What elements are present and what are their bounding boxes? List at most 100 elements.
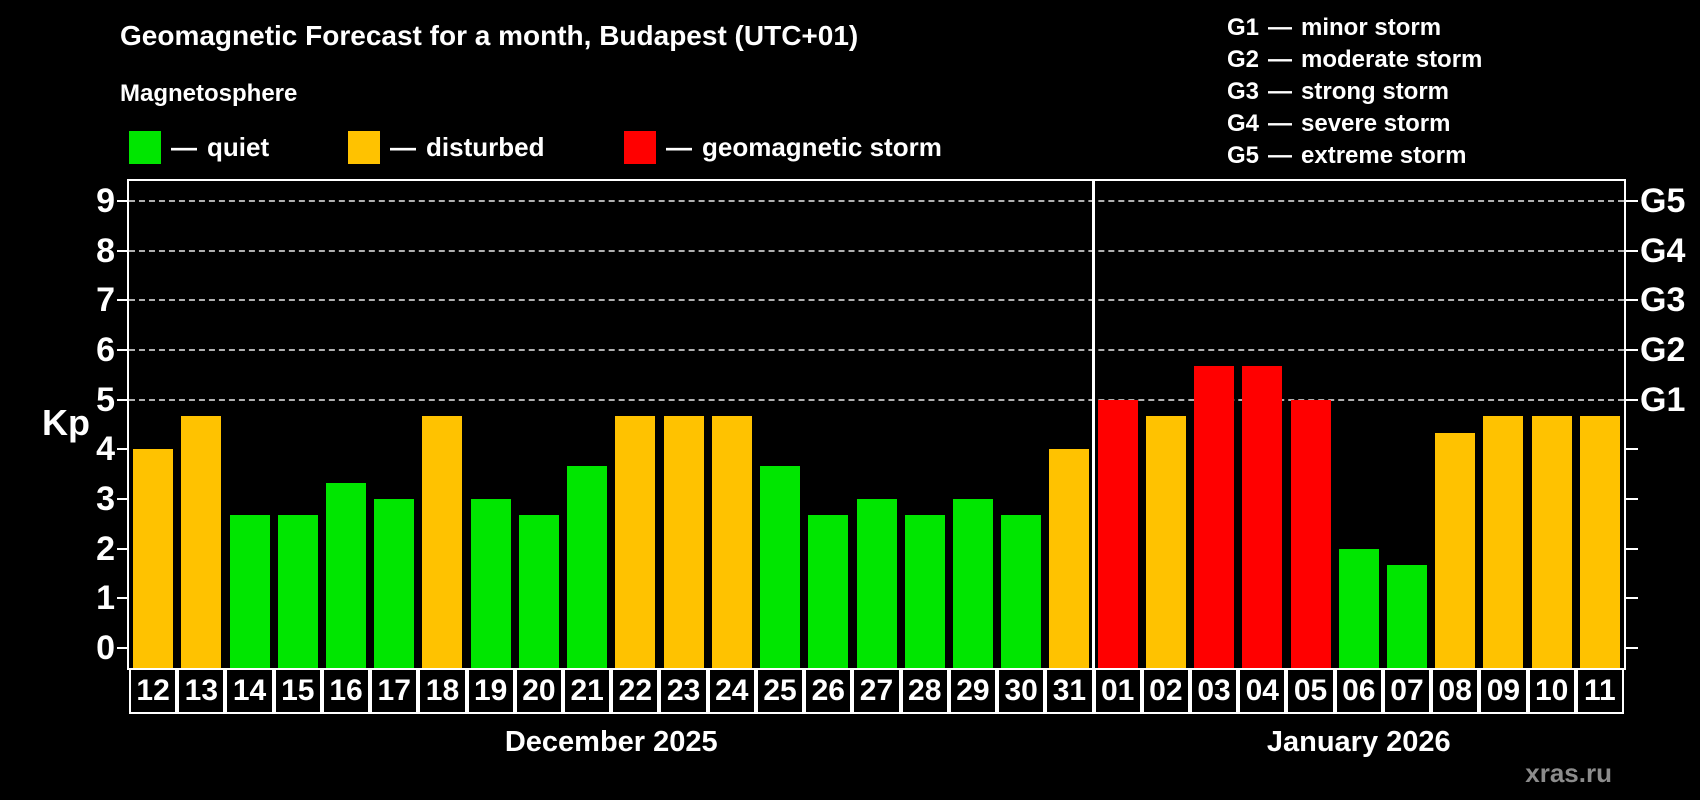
g-scale-label-g1: G1 bbox=[1640, 380, 1686, 419]
y-axis-tick-label: 9 bbox=[96, 181, 115, 220]
kp-bar bbox=[760, 465, 801, 668]
storm-scale-line-g4: G4 — severe storm bbox=[1227, 108, 1482, 140]
storm-scale-level: G1 bbox=[1227, 14, 1260, 41]
g-axis-tick bbox=[1626, 299, 1638, 302]
day-label: 14 bbox=[225, 668, 274, 714]
y-axis-tick-label: 3 bbox=[96, 480, 115, 519]
day-label: 06 bbox=[1334, 668, 1383, 714]
g-axis-tick bbox=[1626, 348, 1638, 351]
day-label: 21 bbox=[563, 668, 612, 714]
g-scale-label-g2: G2 bbox=[1640, 330, 1686, 369]
kp-bar bbox=[1194, 366, 1235, 668]
storm-scale-dash: — bbox=[1268, 78, 1293, 105]
day-label: 29 bbox=[948, 668, 998, 714]
watermark: xras.ru bbox=[1525, 758, 1612, 788]
chart-plot-area bbox=[127, 179, 1626, 670]
storm-scale-desc: strong storm bbox=[1301, 78, 1450, 105]
kp-bar bbox=[1435, 432, 1476, 668]
day-label: 04 bbox=[1238, 668, 1287, 714]
day-label: 25 bbox=[755, 668, 805, 714]
storm-scale-level: G2 bbox=[1227, 46, 1260, 73]
y-axis-tick-label: 8 bbox=[96, 231, 115, 270]
y-axis-tick bbox=[117, 199, 129, 202]
day-label: 19 bbox=[466, 668, 515, 714]
legend-dash: — bbox=[666, 132, 692, 162]
kp-bar bbox=[1049, 449, 1090, 668]
legend-label-disturbed: disturbed bbox=[426, 132, 545, 162]
kp-bar bbox=[277, 515, 318, 668]
g-axis-tick bbox=[1626, 597, 1638, 600]
chart-title: Geomagnetic Forecast for a month, Budape… bbox=[120, 20, 859, 51]
legend-label-quiet: quiet bbox=[207, 132, 270, 162]
y-axis-tick bbox=[117, 299, 129, 302]
gridline-kp-5 bbox=[129, 398, 1624, 401]
storm-scale-dash: — bbox=[1268, 110, 1293, 137]
gridline-kp-7 bbox=[129, 299, 1624, 302]
kp-bar bbox=[952, 499, 993, 668]
day-label: 23 bbox=[659, 668, 708, 714]
y-axis-tick-label: 5 bbox=[96, 380, 115, 419]
legend-item-storm: — geomagnetic storm bbox=[624, 131, 942, 164]
y-axis-tick-label: 1 bbox=[96, 579, 115, 618]
day-label: 27 bbox=[852, 668, 901, 714]
kp-bar bbox=[133, 449, 174, 668]
kp-bar bbox=[181, 416, 222, 668]
day-label: 30 bbox=[997, 668, 1046, 714]
y-axis-tick-label: 0 bbox=[96, 629, 115, 668]
day-axis: 12 13 14 15 16 17 18 19 20 21 22 23 24 25 26 27 28 29 30 31… bbox=[129, 668, 1624, 714]
kp-bar bbox=[1242, 366, 1283, 668]
g-scale-label-g3: G3 bbox=[1640, 281, 1686, 320]
day-label: 05 bbox=[1286, 668, 1335, 714]
kp-bar bbox=[856, 499, 897, 668]
y-axis-tick-label: 7 bbox=[96, 281, 115, 320]
kp-bar bbox=[904, 515, 945, 668]
gridline-kp-9 bbox=[129, 199, 1624, 202]
kp-bar bbox=[1145, 416, 1186, 668]
day-label: 26 bbox=[804, 668, 853, 714]
storm-scale-dash: — bbox=[1268, 46, 1293, 73]
storm-scale-line-g3: G3 — strong storm bbox=[1227, 76, 1482, 108]
y-axis-tick bbox=[117, 547, 129, 550]
storm-scale-desc: severe storm bbox=[1301, 110, 1451, 137]
kp-bar bbox=[1531, 416, 1572, 668]
y-axis-tick bbox=[117, 448, 129, 451]
kp-bar bbox=[808, 515, 849, 668]
chart-subtitle: Magnetosphere bbox=[120, 80, 298, 107]
day-label: 03 bbox=[1189, 668, 1239, 714]
y-axis-label: Kp bbox=[42, 402, 90, 443]
kp-bar bbox=[663, 416, 704, 668]
legend-label-storm: geomagnetic storm bbox=[702, 132, 942, 162]
month-label: January 2026 bbox=[1266, 726, 1451, 758]
day-label: 20 bbox=[514, 668, 564, 714]
day-label: 16 bbox=[321, 668, 371, 714]
g-axis-tick bbox=[1626, 547, 1638, 550]
y-axis-tick-label: 4 bbox=[96, 430, 115, 469]
month-label: December 2025 bbox=[504, 726, 718, 758]
y-axis-tick-label: 6 bbox=[96, 330, 115, 369]
storm-scale-level: G5 bbox=[1227, 142, 1260, 169]
day-label: 09 bbox=[1479, 668, 1528, 714]
storm-scale-line-g1: G1 — minor storm bbox=[1227, 12, 1482, 44]
day-label: 08 bbox=[1431, 668, 1480, 714]
day-label: 13 bbox=[177, 668, 226, 714]
storm-scale-legend: G1 — minor storm G2 — moderate storm G3 … bbox=[1227, 12, 1482, 172]
day-label: 07 bbox=[1382, 668, 1432, 714]
storm-scale-level: G4 bbox=[1227, 110, 1260, 137]
y-axis-tick-label: 2 bbox=[96, 529, 115, 568]
kp-bar bbox=[1097, 399, 1138, 668]
g-axis-tick bbox=[1626, 448, 1638, 451]
day-label: 28 bbox=[900, 668, 949, 714]
day-label: 15 bbox=[273, 668, 322, 714]
legend-dash: — bbox=[390, 132, 416, 162]
g-axis-tick bbox=[1626, 199, 1638, 202]
g-scale-label-g4: G4 bbox=[1640, 231, 1686, 270]
g-axis-tick bbox=[1626, 498, 1638, 501]
g-scale-label-g5: G5 bbox=[1640, 181, 1686, 220]
kp-bar bbox=[229, 515, 270, 668]
kp-bar bbox=[470, 499, 511, 668]
disturbed-color-swatch bbox=[348, 131, 380, 164]
storm-scale-line-g2: G2 — moderate storm bbox=[1227, 44, 1482, 76]
g-axis-tick bbox=[1626, 398, 1638, 401]
legend-item-quiet: — quiet bbox=[129, 131, 269, 164]
